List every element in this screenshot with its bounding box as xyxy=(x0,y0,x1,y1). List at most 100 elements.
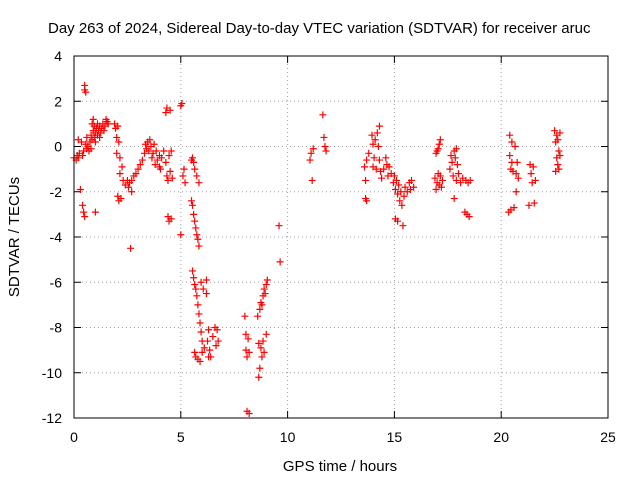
data-point xyxy=(380,165,388,173)
data-point xyxy=(257,344,265,352)
data-point xyxy=(378,174,386,182)
x-tick-label: 5 xyxy=(177,429,185,445)
data-point xyxy=(397,188,405,196)
data-point xyxy=(531,176,539,184)
data-point xyxy=(385,163,393,171)
data-point xyxy=(113,149,121,157)
data-point xyxy=(254,312,262,320)
data-point xyxy=(375,122,383,130)
data-point xyxy=(153,156,161,164)
data-point xyxy=(506,131,514,139)
data-point xyxy=(191,348,199,356)
data-point xyxy=(371,136,379,144)
data-point xyxy=(189,267,197,275)
data-point xyxy=(199,285,207,293)
data-point xyxy=(140,149,148,157)
data-point xyxy=(114,122,122,130)
data-point xyxy=(191,165,199,173)
data-point xyxy=(258,353,266,361)
data-point xyxy=(168,174,176,182)
data-point xyxy=(145,147,153,155)
data-point xyxy=(508,138,516,146)
data-point xyxy=(117,195,125,203)
y-tick-label: -10 xyxy=(42,365,62,381)
data-point xyxy=(255,339,263,347)
y-tick-label: 0 xyxy=(54,139,62,155)
data-point xyxy=(82,88,90,96)
chart-title: Day 263 of 2024, Sidereal Day-to-day VTE… xyxy=(48,20,591,37)
data-point xyxy=(180,165,188,173)
data-point xyxy=(555,165,563,173)
data-point xyxy=(401,183,409,191)
data-point xyxy=(370,154,378,162)
data-point xyxy=(438,176,446,184)
data-point xyxy=(454,170,462,178)
data-point xyxy=(128,176,136,184)
data-point xyxy=(369,140,377,148)
data-point xyxy=(362,176,370,184)
data-point xyxy=(202,276,210,284)
data-point xyxy=(191,217,199,225)
data-point xyxy=(307,149,315,157)
y-axis-title: SDTVAR / TECUs xyxy=(6,177,23,297)
data-point xyxy=(511,143,519,150)
data-point xyxy=(309,145,317,153)
data-point xyxy=(74,154,82,162)
data-point xyxy=(151,161,159,169)
data-point xyxy=(512,188,520,196)
data-point xyxy=(195,179,203,187)
data-point xyxy=(320,133,328,141)
data-point xyxy=(262,281,270,289)
data-point xyxy=(83,133,91,141)
data-point xyxy=(167,215,175,223)
data-point xyxy=(256,305,264,313)
data-point xyxy=(193,292,201,300)
data-point xyxy=(396,197,404,205)
data-point xyxy=(128,188,136,196)
data-point xyxy=(259,337,267,345)
data-point xyxy=(448,158,456,166)
data-point xyxy=(275,222,283,230)
data-point xyxy=(127,244,135,252)
data-point xyxy=(395,181,403,189)
data-point xyxy=(158,154,166,162)
data-point xyxy=(190,274,198,282)
data-point xyxy=(209,333,217,341)
data-point xyxy=(308,176,316,184)
data-point xyxy=(450,195,458,203)
y-tick-label: -4 xyxy=(50,229,63,245)
data-point xyxy=(512,170,520,178)
data-point xyxy=(510,204,518,212)
data-point xyxy=(80,208,88,216)
data-point xyxy=(179,172,187,180)
data-point xyxy=(200,344,208,352)
data-point xyxy=(197,328,205,336)
gridlines xyxy=(74,56,608,418)
data-point xyxy=(556,129,564,137)
data-point xyxy=(76,185,84,193)
data-point xyxy=(390,172,398,180)
data-point xyxy=(87,145,95,153)
y-tick-label: 2 xyxy=(54,93,62,109)
data-point xyxy=(319,111,327,119)
data-point xyxy=(399,222,407,230)
y-tick-label: 4 xyxy=(54,48,62,64)
data-point xyxy=(306,156,314,164)
data-point xyxy=(382,154,390,162)
data-point xyxy=(100,127,108,135)
data-point xyxy=(245,348,253,356)
data-point xyxy=(91,208,99,216)
data-point xyxy=(202,290,210,298)
data-point xyxy=(138,156,146,164)
data-point xyxy=(449,172,457,180)
data-point xyxy=(243,353,251,361)
data-point xyxy=(167,147,175,155)
x-tick-label: 0 xyxy=(70,429,78,445)
data-point xyxy=(193,172,201,180)
y-tick-label: -6 xyxy=(50,274,63,290)
data-point xyxy=(79,152,87,160)
data-point xyxy=(79,201,87,209)
data-point xyxy=(457,179,465,187)
data-point xyxy=(256,364,264,372)
